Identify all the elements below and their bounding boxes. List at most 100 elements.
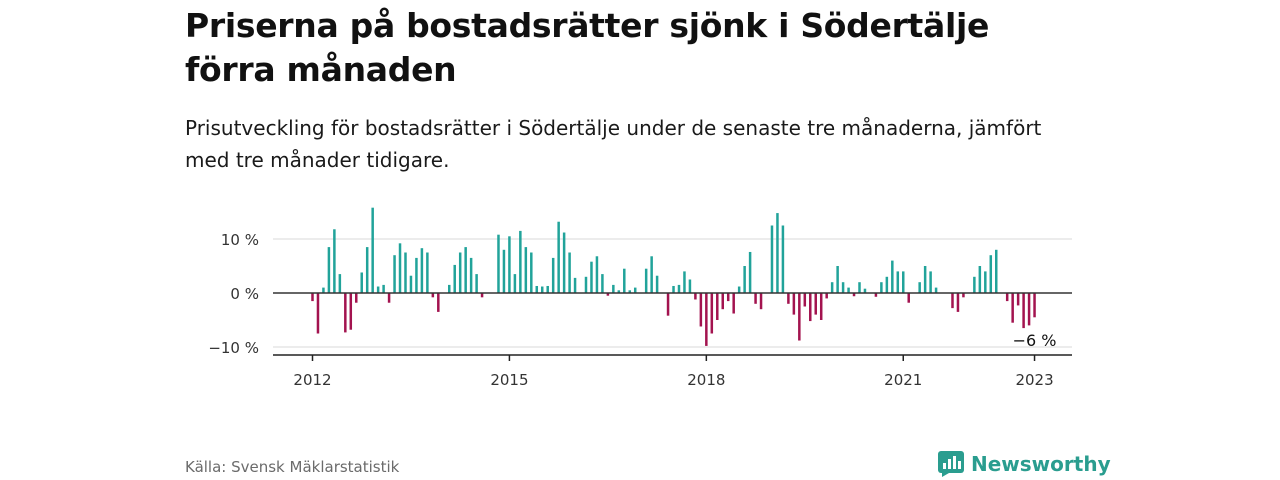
bar <box>480 293 484 298</box>
annotation: −6 % <box>1013 331 1057 350</box>
bar <box>573 277 577 293</box>
bar <box>644 268 648 293</box>
bar <box>814 293 817 315</box>
x-tick-label: 2023 <box>1015 371 1053 389</box>
bar <box>349 293 353 330</box>
chart-title: Priserna på bostadsrätter sjönk i Södert… <box>185 6 990 89</box>
bar <box>902 271 905 293</box>
chart-subtitle: Prisutveckling för bostadsrätter i Söder… <box>185 116 1042 172</box>
bar <box>737 286 741 293</box>
bar <box>557 221 560 293</box>
bar <box>420 248 424 293</box>
bar <box>885 276 889 293</box>
bar <box>863 288 867 293</box>
bar <box>458 252 462 293</box>
bar <box>1022 293 1025 329</box>
bar <box>371 207 374 293</box>
bar <box>546 285 549 293</box>
bar <box>551 257 555 293</box>
bar <box>929 271 932 293</box>
bar <box>376 286 380 293</box>
bar <box>666 293 670 316</box>
bar <box>825 293 828 299</box>
bar <box>1005 293 1009 302</box>
bar <box>995 249 998 293</box>
bar <box>754 293 757 304</box>
bar <box>978 266 982 293</box>
bar <box>743 266 746 293</box>
bar <box>683 271 686 293</box>
bar <box>716 293 719 320</box>
bar <box>502 249 506 293</box>
bar <box>338 274 342 293</box>
bar <box>398 243 402 293</box>
bar <box>710 293 714 334</box>
bar <box>951 293 954 309</box>
bar <box>1011 293 1014 323</box>
bar <box>1016 293 1020 306</box>
bar <box>409 275 413 293</box>
bar <box>841 282 845 293</box>
x-tick-label: 2021 <box>884 371 922 389</box>
x-tick-label: 2018 <box>687 371 725 389</box>
bar <box>333 229 336 293</box>
bar <box>1033 293 1036 318</box>
x-axis: 2012 2015 2018 2021 2023 <box>273 354 1072 389</box>
newsworthy-brand[interactable]: Newsworthy <box>938 449 1111 479</box>
bar <box>650 256 653 293</box>
bar <box>923 266 927 293</box>
bar <box>311 293 314 302</box>
bar <box>415 257 418 293</box>
brand-name: Newsworthy <box>971 452 1111 476</box>
bar <box>584 276 588 293</box>
bar <box>852 293 856 297</box>
bar <box>497 234 500 293</box>
bar <box>907 293 910 303</box>
bar <box>623 268 626 293</box>
bar <box>677 284 681 293</box>
bar <box>787 293 790 304</box>
bar <box>880 282 883 293</box>
bar <box>705 293 708 346</box>
bar <box>896 271 900 293</box>
bar <box>847 287 850 293</box>
bar <box>748 251 752 293</box>
bar <box>776 213 779 293</box>
bar <box>540 286 544 293</box>
bar <box>918 282 921 293</box>
bar <box>836 266 839 293</box>
bar <box>699 293 703 327</box>
bar <box>770 225 774 293</box>
bar <box>508 236 511 293</box>
bar <box>628 290 632 293</box>
bar <box>688 279 692 293</box>
bar <box>934 287 938 293</box>
bar <box>360 272 363 293</box>
bar <box>453 264 456 293</box>
bar <box>732 293 735 314</box>
bar <box>327 247 331 293</box>
bar <box>316 293 320 334</box>
bar <box>792 293 796 315</box>
bar <box>426 252 429 293</box>
bar <box>382 284 385 293</box>
bar <box>781 225 785 293</box>
bar <box>798 293 801 341</box>
source-note: Källa: Svensk Mäklarstatistik <box>185 458 400 476</box>
bar <box>989 255 993 293</box>
bar <box>984 271 987 293</box>
grid-lines <box>273 238 1072 348</box>
bar <box>355 293 358 303</box>
bar <box>513 274 517 293</box>
bar <box>601 274 604 293</box>
bar <box>475 274 478 293</box>
bar <box>891 260 894 293</box>
bar <box>694 293 697 300</box>
bar <box>590 261 593 293</box>
bar <box>858 282 861 293</box>
bar <box>803 293 807 307</box>
bar <box>530 252 533 293</box>
bar <box>431 293 435 298</box>
bar <box>1027 293 1031 326</box>
bar <box>956 293 960 312</box>
